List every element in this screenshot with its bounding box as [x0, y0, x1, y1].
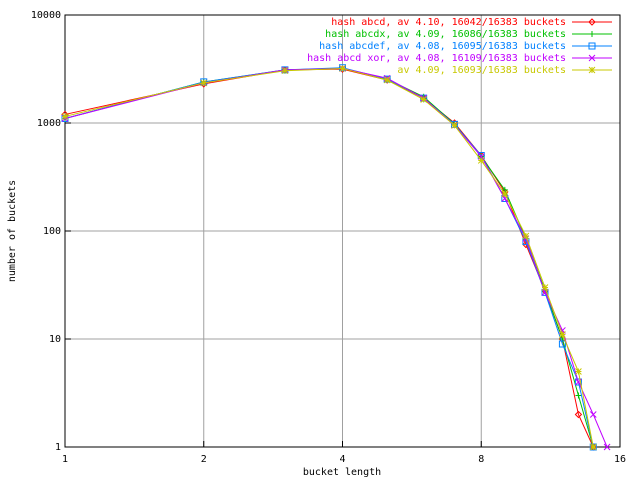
point-marker — [200, 79, 208, 87]
point-marker — [589, 443, 597, 451]
point-marker — [588, 54, 596, 62]
legend-label: hash abcdx, av 4.09, 16086/16383 buckets — [325, 29, 566, 40]
point-marker — [575, 368, 582, 375]
point-marker — [477, 157, 485, 164]
point-marker — [420, 96, 428, 103]
point-marker — [558, 340, 566, 348]
x-tick-label: 2 — [201, 454, 207, 465]
point-marker — [589, 31, 595, 37]
point-marker — [588, 18, 596, 26]
point-marker — [559, 331, 566, 338]
point-marker — [451, 122, 458, 129]
y-tick-label: 1 — [55, 442, 61, 453]
y-tick-label: 100 — [43, 226, 61, 237]
series-line — [64, 67, 594, 448]
point-marker — [339, 65, 346, 72]
point-marker — [383, 76, 391, 84]
legend-label: hash abcd, av 4.10, 16042/16383 buckets — [331, 17, 566, 28]
x-tick-label: 1 — [62, 454, 68, 465]
point-marker — [281, 67, 289, 75]
y-tick-label: 10 — [49, 334, 61, 345]
point-marker — [541, 284, 549, 291]
x-axis-label: bucket length — [303, 467, 381, 478]
point-marker — [589, 443, 597, 451]
legend-label: hash abcdef, av 4.08, 16095/16383 bucket… — [319, 41, 566, 52]
plot-frame — [64, 14, 621, 448]
legend-label: hash abcd xor, av 4.08, 16109/16383 buck… — [307, 53, 566, 64]
x-tick-label: 8 — [478, 454, 484, 465]
point-marker — [588, 42, 596, 50]
y-tick-label: 1000 — [37, 118, 61, 129]
point-marker — [603, 443, 611, 451]
point-marker — [574, 410, 583, 419]
legend-label: av 4.09, 16093/16383 buckets — [397, 65, 566, 76]
point-marker — [588, 66, 596, 74]
point-marker — [61, 113, 69, 120]
point-marker — [589, 411, 597, 418]
x-tick-label: 4 — [339, 454, 345, 465]
point-marker — [501, 190, 509, 198]
point-marker — [575, 392, 582, 399]
point-marker — [522, 232, 530, 240]
point-marker — [541, 289, 549, 296]
y-tick-label: 10000 — [31, 10, 61, 21]
x-tick-label: 16 — [614, 454, 626, 465]
y-axis-label: number of buckets — [7, 180, 18, 282]
